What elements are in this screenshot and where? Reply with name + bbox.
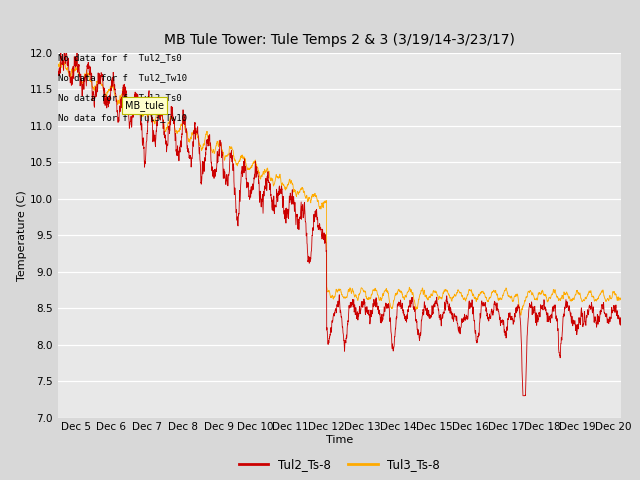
X-axis label: Time: Time xyxy=(326,435,353,445)
Text: No data for f  Tul2_Tw10: No data for f Tul2_Tw10 xyxy=(58,73,187,82)
Y-axis label: Temperature (C): Temperature (C) xyxy=(17,190,27,281)
Title: MB Tule Tower: Tule Temps 2 & 3 (3/19/14-3/23/17): MB Tule Tower: Tule Temps 2 & 3 (3/19/14… xyxy=(164,34,515,48)
Text: No data for f  Tul3_Tw10: No data for f Tul3_Tw10 xyxy=(58,113,187,122)
Text: No data for f  Tul3_Ts0: No data for f Tul3_Ts0 xyxy=(58,93,181,102)
Text: No data for f  Tul2_Ts0: No data for f Tul2_Ts0 xyxy=(58,53,181,62)
Text: MB_tule: MB_tule xyxy=(125,100,164,111)
Legend: Tul2_Ts-8, Tul3_Ts-8: Tul2_Ts-8, Tul3_Ts-8 xyxy=(234,453,445,476)
